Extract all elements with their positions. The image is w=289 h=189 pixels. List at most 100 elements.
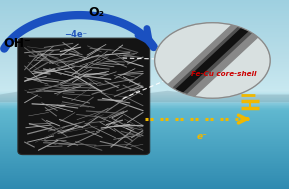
Bar (0, 47, 289, 48)
Bar (0, 127, 289, 128)
Bar (0, 176, 289, 177)
Bar (0, 169, 289, 170)
Bar (0, 140, 289, 141)
Bar (0, 76, 289, 77)
Bar (0, 24, 289, 25)
Bar (0, 14, 289, 15)
Bar (0, 48, 289, 49)
Bar (0, 57, 289, 58)
Bar (167, 20, 257, 101)
Bar (0, 156, 289, 157)
Bar (0, 153, 289, 154)
Bar (0, 70, 289, 71)
Bar (0, 42, 289, 43)
Bar (0, 160, 289, 161)
Bar (0, 98, 289, 99)
Bar (0, 8, 289, 9)
Bar (0, 183, 289, 184)
Bar (0, 29, 289, 30)
Bar (0, 148, 289, 149)
Bar (0, 80, 289, 81)
Bar (0, 59, 289, 60)
Bar (0, 88, 289, 89)
Text: Fe-Cu core-shell: Fe-Cu core-shell (191, 71, 257, 77)
Bar (0, 129, 289, 130)
Bar (0, 122, 289, 123)
Bar (0, 115, 289, 116)
Bar (0, 187, 289, 188)
Bar (0, 97, 289, 98)
Bar (0, 139, 289, 140)
Bar (0, 69, 289, 70)
FancyBboxPatch shape (18, 38, 150, 155)
Bar (0, 96, 289, 97)
Bar (0, 44, 289, 45)
Bar (0, 171, 289, 172)
Bar (0, 164, 289, 165)
Bar (0, 10, 289, 11)
Bar (0, 94, 289, 95)
Bar (0, 46, 289, 47)
Bar (0, 163, 289, 164)
Bar (0, 34, 289, 35)
Bar (0, 85, 289, 86)
Bar (0, 72, 289, 73)
Bar (0, 3, 289, 4)
Bar (0, 15, 289, 16)
Bar (0, 99, 289, 100)
Bar (0, 22, 289, 23)
Bar (0, 20, 289, 21)
Bar (0, 146, 289, 147)
Bar (0, 65, 289, 66)
Bar (0, 174, 289, 175)
Bar (0, 93, 289, 94)
Bar (0, 178, 289, 179)
Bar (0, 17, 289, 18)
Bar (164, 19, 251, 98)
Bar (0, 68, 289, 69)
Bar (0, 45, 289, 46)
Bar (0, 149, 289, 150)
Bar (0, 89, 289, 90)
Bar (0, 112, 289, 113)
Bar (0, 64, 289, 65)
Bar (0, 58, 289, 59)
Bar (0, 165, 289, 166)
Bar (0, 41, 289, 42)
Bar (0, 11, 289, 12)
Bar (0, 52, 289, 53)
Bar (179, 25, 267, 105)
Bar (0, 166, 289, 167)
Bar (0, 21, 289, 22)
Bar (0, 154, 289, 155)
Bar (0, 162, 289, 163)
Bar (0, 117, 289, 118)
Bar (0, 111, 289, 112)
Bar (0, 130, 289, 131)
Bar (0, 40, 289, 41)
Bar (0, 133, 289, 134)
Bar (0, 143, 289, 144)
Bar (0, 16, 289, 17)
Bar (159, 16, 247, 96)
Bar (0, 135, 289, 136)
Bar (0, 74, 289, 75)
Bar (0, 53, 289, 54)
Bar (0, 13, 289, 14)
Bar (0, 30, 289, 31)
Bar (0, 23, 289, 24)
Bar (0, 159, 289, 160)
Bar (0, 172, 289, 173)
Bar (0, 103, 289, 104)
Bar (0, 82, 289, 83)
Bar (0, 4, 289, 5)
Bar (0, 116, 289, 117)
Bar (0, 184, 289, 185)
Bar (0, 92, 289, 93)
Bar (0, 168, 289, 169)
Bar (0, 71, 289, 72)
Text: e⁻: e⁻ (197, 132, 208, 141)
Bar (0, 173, 289, 174)
Bar (0, 119, 289, 120)
Circle shape (155, 23, 270, 98)
